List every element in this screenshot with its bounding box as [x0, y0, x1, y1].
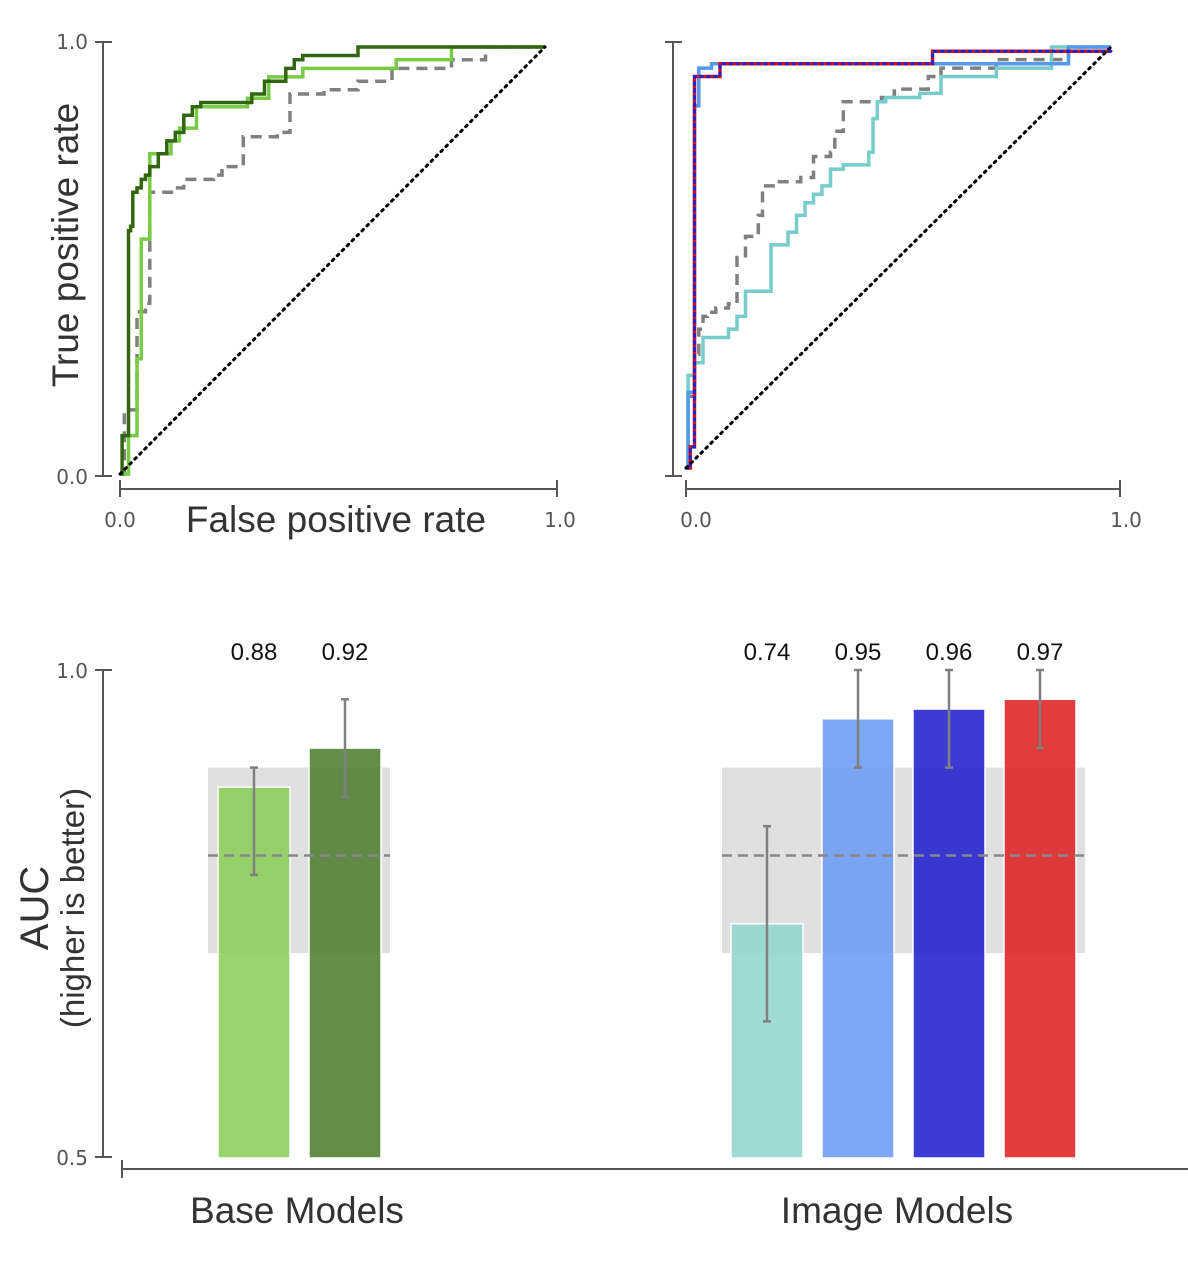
auc-y-tick-label-bottom: 0.5 [56, 1146, 88, 1170]
roc-base-curves [118, 45, 547, 476]
auc-bar-panel: 1.0 0.5 AUC (higher is better) Base Mode… [13, 639, 1188, 1231]
auc-bars: 0.88 0.92 0.74 0.95 0.96 0.97 [208, 639, 1085, 1159]
roc-base-y-tick-label-top: 1.0 [56, 30, 88, 54]
roc-image-curve-2 [686, 45, 1111, 470]
auc-value-label-0-0: 0.88 [231, 639, 278, 666]
auc-bar-0-1 [308, 747, 382, 1159]
roc-base-curve-2 [120, 45, 545, 476]
auc-y-axis-subtitle: (higher is better) [54, 788, 91, 1028]
auc-value-label-0-1: 0.92 [322, 639, 369, 666]
auc-bar-1-1 [821, 718, 895, 1159]
roc-image-curve-3 [686, 49, 1111, 470]
auc-bar-1-2 [912, 708, 986, 1159]
roc-image-curve-4 [684, 49, 1113, 470]
roc-image-curve-0 [686, 45, 1111, 470]
roc-image-x-tick-label-right: 1.0 [1110, 508, 1142, 532]
auc-bar-1-3 [1003, 698, 1077, 1159]
auc-y-tick-label-top: 1.0 [56, 659, 88, 683]
roc-base-x-tick-label-right: 1.0 [544, 508, 576, 532]
group-label-image-models: Image Models [781, 1190, 1013, 1231]
roc-image-curves [684, 45, 1113, 470]
group-label-base-models: Base Models [190, 1190, 404, 1231]
roc-base-curve-3 [118, 45, 547, 476]
roc-base-panel: 1.0 0.0 0.0 1.0 False positive rate True… [45, 30, 576, 540]
roc-base-y-axis-title: True positive rate [45, 103, 86, 387]
auc-value-label-1-2: 0.96 [926, 639, 973, 666]
auc-value-label-1-1: 0.95 [835, 639, 882, 666]
auc-value-label-1-0: 0.74 [744, 639, 791, 666]
roc-base-curve-1 [120, 45, 545, 476]
roc-image-curve-1 [686, 45, 1111, 470]
roc-base-curve-0 [120, 45, 545, 476]
roc-base-x-tick-label-left: 0.0 [104, 508, 136, 532]
roc-image-x-tick-label-left: 0.0 [680, 508, 712, 532]
roc-base-y-tick-label-bottom: 0.0 [56, 465, 88, 489]
auc-y-axis-title: AUC [13, 866, 57, 950]
auc-value-label-1-3: 0.97 [1017, 639, 1064, 666]
roc-base-x-axis-title: False positive rate [186, 499, 486, 540]
roc-image-curve-5 [684, 45, 1113, 470]
roc-image-panel: 0.0 1.0 [665, 41, 1142, 532]
